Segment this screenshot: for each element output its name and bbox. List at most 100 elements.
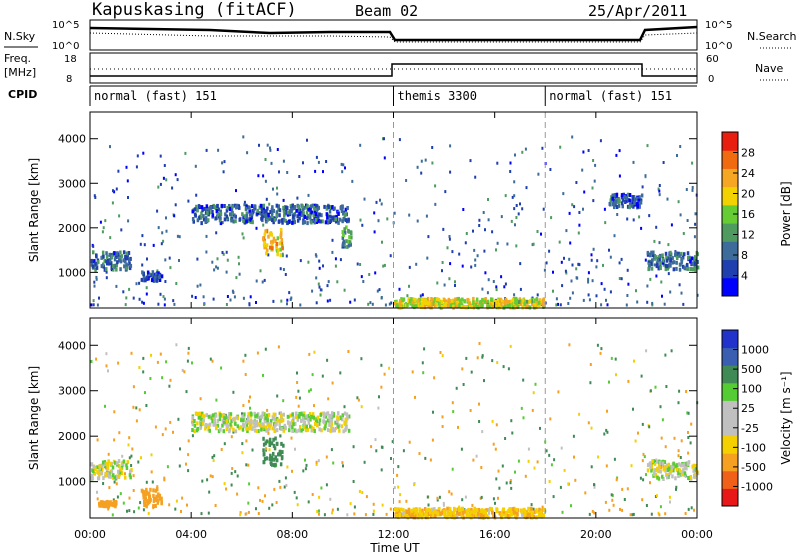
echo-cell bbox=[345, 225, 348, 230]
speckle-point bbox=[600, 282, 603, 286]
echo-cell bbox=[452, 511, 456, 516]
echo-cell bbox=[280, 238, 284, 243]
speckle-point bbox=[225, 487, 228, 491]
echo-cell bbox=[105, 251, 108, 256]
speckle-point bbox=[165, 178, 168, 182]
speckle-point bbox=[646, 144, 649, 148]
speckle-point bbox=[393, 486, 396, 490]
echo-cell bbox=[142, 492, 145, 497]
echo-cell bbox=[144, 496, 147, 501]
echo-cell bbox=[437, 298, 441, 302]
echo-cell bbox=[693, 262, 696, 267]
speckle-point bbox=[386, 217, 389, 221]
speckle-point bbox=[491, 230, 494, 234]
echo-cell bbox=[620, 195, 624, 200]
speckle-point bbox=[587, 271, 590, 275]
speckle-point bbox=[616, 213, 619, 216]
echo-cell bbox=[220, 413, 223, 418]
echo-cell bbox=[628, 205, 631, 210]
echo-cell bbox=[152, 493, 155, 498]
colorbar-segment bbox=[722, 204, 738, 224]
echo-cell bbox=[530, 509, 533, 514]
echo-cell bbox=[201, 411, 204, 416]
echo-cell bbox=[265, 428, 268, 433]
echo-cell bbox=[271, 415, 275, 420]
speckle-point bbox=[358, 490, 361, 493]
speckle-point bbox=[495, 248, 497, 252]
echo-cell bbox=[487, 515, 490, 520]
colorbar-segment bbox=[722, 186, 738, 206]
speckle-point bbox=[678, 389, 681, 393]
speckle-point bbox=[372, 509, 375, 513]
echo-cell bbox=[420, 297, 424, 302]
echo-cell bbox=[449, 514, 452, 519]
echo-cell bbox=[92, 250, 95, 255]
speckle-point bbox=[549, 417, 552, 421]
speckle-point bbox=[480, 495, 483, 499]
speckle-point bbox=[245, 463, 248, 467]
noise-left-tick-bottom: 10^0 bbox=[52, 41, 79, 52]
echo-cell bbox=[268, 456, 272, 461]
echo-cell bbox=[276, 252, 279, 257]
echo-cell bbox=[665, 258, 669, 263]
echo-cell bbox=[692, 463, 696, 468]
speckle-point bbox=[602, 263, 604, 267]
speckle-point bbox=[268, 448, 271, 452]
echo-cell bbox=[253, 411, 256, 416]
speckle-point bbox=[565, 229, 568, 233]
speckle-point bbox=[157, 302, 160, 306]
echo-cell bbox=[117, 469, 120, 474]
echo-cell bbox=[285, 205, 288, 210]
echo-cell bbox=[263, 245, 266, 250]
speckle-point bbox=[175, 343, 178, 347]
echo-cell bbox=[693, 255, 697, 260]
echo-cell bbox=[675, 251, 678, 256]
echo-cell bbox=[433, 297, 437, 302]
echo-cell bbox=[526, 304, 529, 309]
speckle-point bbox=[472, 229, 474, 233]
noise-strip: N.Sky 10^5 10^0 N.Search 10^5 10^0 bbox=[4, 19, 797, 52]
speckle-point bbox=[126, 509, 128, 513]
echo-cell bbox=[127, 251, 131, 255]
echo-cell bbox=[295, 411, 298, 416]
speckle-point bbox=[693, 235, 696, 239]
speckle-point bbox=[577, 231, 580, 235]
echo-cell bbox=[335, 214, 338, 219]
speckle-point bbox=[244, 353, 247, 357]
echo-cell bbox=[455, 304, 459, 309]
echo-cell bbox=[201, 208, 204, 213]
echo-cell bbox=[249, 209, 253, 214]
echo-cell bbox=[483, 515, 487, 520]
speckle-point bbox=[555, 303, 558, 307]
speckle-point bbox=[286, 302, 288, 306]
echo-cell bbox=[277, 248, 280, 253]
echo-cell bbox=[217, 429, 221, 434]
speckle-point bbox=[283, 485, 286, 489]
echo-cell bbox=[291, 412, 294, 417]
echo-cell bbox=[221, 419, 225, 424]
speckle-point bbox=[297, 389, 300, 393]
echo-cell bbox=[105, 259, 108, 264]
echo-cell bbox=[245, 211, 249, 216]
speckle-point bbox=[590, 253, 593, 257]
speckle-point bbox=[349, 300, 352, 304]
echo-cell bbox=[515, 507, 519, 512]
echo-cell bbox=[300, 428, 303, 433]
speckle-point bbox=[179, 447, 181, 451]
colorbar-tick-label: 12 bbox=[741, 229, 755, 242]
echo-cell bbox=[271, 211, 274, 216]
speckle-point bbox=[159, 154, 162, 158]
echo-cell bbox=[678, 253, 681, 258]
speckle-point bbox=[196, 257, 199, 261]
echo-cell bbox=[128, 261, 131, 266]
speckle-point bbox=[632, 407, 634, 411]
speckle-point bbox=[94, 196, 97, 199]
speckle-point bbox=[223, 442, 226, 446]
speckle-point bbox=[221, 161, 224, 165]
echo-cell bbox=[265, 413, 269, 418]
speckle-point bbox=[347, 350, 350, 353]
echo-cell bbox=[251, 426, 254, 431]
echo-cell bbox=[520, 509, 523, 514]
echo-cell bbox=[490, 507, 493, 512]
